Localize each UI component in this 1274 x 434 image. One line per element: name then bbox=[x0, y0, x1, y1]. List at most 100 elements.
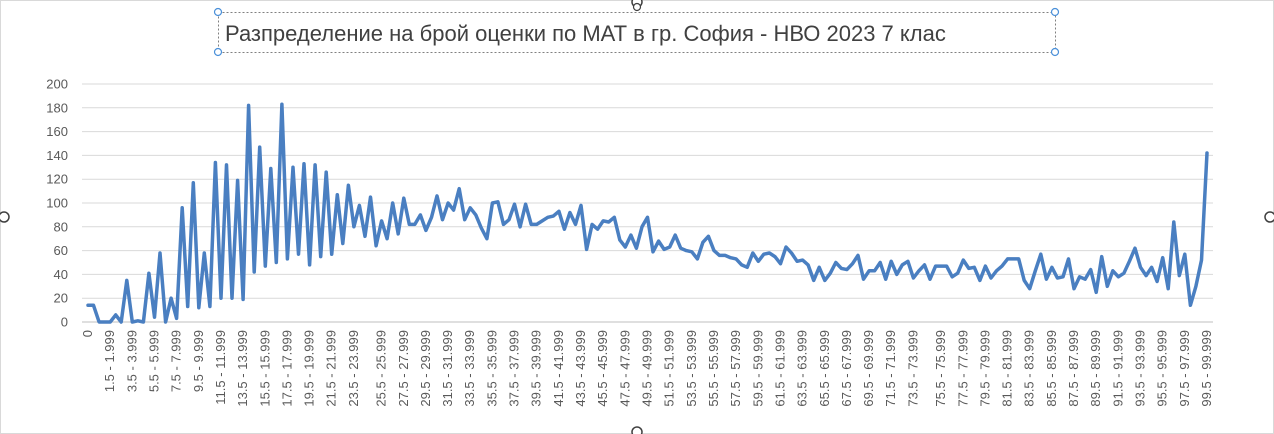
data-point bbox=[457, 187, 461, 190]
x-tick-label: 7.5 - 7.999 bbox=[169, 330, 184, 392]
data-point bbox=[790, 251, 793, 255]
x-tick-label: 35.5 - 35.999 bbox=[484, 330, 499, 407]
data-point bbox=[125, 279, 128, 282]
data-point bbox=[225, 163, 228, 167]
data-point bbox=[518, 225, 522, 228]
data-point bbox=[890, 260, 893, 263]
data-point bbox=[535, 223, 538, 226]
data-point bbox=[912, 276, 915, 280]
y-tick-label: 140 bbox=[46, 148, 68, 163]
title-resize-handle[interactable] bbox=[213, 7, 223, 17]
data-point bbox=[430, 216, 433, 219]
data-point bbox=[696, 257, 699, 261]
data-point bbox=[574, 223, 577, 226]
data-point bbox=[180, 206, 184, 209]
title-selection-box[interactable] bbox=[218, 12, 1056, 53]
data-point bbox=[397, 232, 400, 236]
data-point bbox=[186, 305, 189, 308]
data-point bbox=[1034, 269, 1037, 273]
data-point bbox=[108, 320, 112, 324]
x-tick-label: 69.5 - 69.999 bbox=[861, 330, 876, 407]
data-point bbox=[718, 254, 721, 257]
chart-resize-handle[interactable] bbox=[0, 211, 10, 223]
data-point bbox=[624, 245, 627, 249]
title-resize-handle[interactable] bbox=[1050, 7, 1060, 17]
data-point bbox=[635, 247, 638, 250]
data-point bbox=[668, 245, 671, 249]
data-point bbox=[1178, 274, 1181, 277]
data-point bbox=[662, 248, 666, 251]
chart-resize-handle[interactable] bbox=[631, 426, 643, 434]
data-point bbox=[829, 272, 832, 275]
title-resize-handle[interactable] bbox=[213, 47, 223, 57]
data-point bbox=[640, 225, 644, 228]
data-point bbox=[1150, 266, 1153, 269]
data-point bbox=[867, 269, 871, 273]
y-tick-label: 20 bbox=[54, 291, 68, 306]
x-tick-label: 33.5 - 33.999 bbox=[462, 330, 477, 407]
x-tick-label: 55.5 - 55.999 bbox=[706, 330, 721, 407]
data-point bbox=[92, 304, 95, 307]
data-point bbox=[701, 241, 705, 244]
data-point bbox=[884, 277, 887, 281]
data-point bbox=[734, 257, 738, 261]
data-point bbox=[552, 214, 555, 218]
x-tick-label: 79.5 - 79.999 bbox=[977, 330, 992, 407]
data-point bbox=[241, 298, 245, 301]
data-point bbox=[308, 263, 311, 267]
data-point bbox=[1194, 285, 1198, 288]
data-point bbox=[507, 218, 511, 221]
data-point bbox=[192, 181, 195, 184]
data-point bbox=[502, 223, 505, 226]
data-point bbox=[441, 218, 444, 221]
y-tick-label: 60 bbox=[54, 243, 68, 258]
data-point bbox=[1172, 220, 1175, 224]
y-axis: 0 20 40 60 80 100 120 140 160 180 200 bbox=[46, 77, 68, 330]
data-point bbox=[901, 263, 904, 267]
data-point bbox=[673, 233, 677, 237]
chart-title[interactable]: Разпределение на брой оценки по МАТ в гр… bbox=[225, 21, 946, 46]
data-point bbox=[585, 248, 588, 251]
x-tick-label: 87.5 - 87.999 bbox=[1066, 330, 1081, 407]
data-point bbox=[1067, 257, 1070, 261]
x-tick-label: 13.5 - 13.999 bbox=[235, 330, 250, 407]
data-point bbox=[1072, 287, 1076, 290]
data-point bbox=[291, 166, 295, 169]
x-tick-label: 89.5 - 89.999 bbox=[1088, 330, 1103, 407]
x-tick-label: 1.5 - 1.999 bbox=[102, 330, 117, 392]
data-point bbox=[336, 193, 339, 196]
data-point bbox=[679, 247, 682, 250]
data-point bbox=[380, 219, 383, 223]
data-point bbox=[740, 263, 743, 267]
data-point bbox=[391, 201, 394, 205]
data-point bbox=[142, 320, 145, 324]
x-tick-label: 37.5 - 37.999 bbox=[507, 330, 522, 407]
x-tick-label: 23.5 - 23.999 bbox=[346, 330, 361, 407]
data-point bbox=[374, 244, 378, 248]
data-point bbox=[408, 223, 411, 226]
data-point bbox=[352, 225, 356, 228]
data-point bbox=[973, 266, 976, 269]
title-resize-handle[interactable] bbox=[1050, 47, 1060, 57]
data-point bbox=[1133, 247, 1137, 250]
x-tick-label: 77.5 - 77.999 bbox=[955, 330, 970, 407]
data-point bbox=[1106, 285, 1109, 288]
x-tick-label: 27.5 - 27.999 bbox=[396, 330, 411, 407]
data-point bbox=[302, 162, 306, 165]
data-point bbox=[707, 235, 710, 238]
data-point bbox=[895, 273, 898, 276]
data-point bbox=[779, 262, 782, 265]
data-point bbox=[834, 261, 838, 264]
title-rotate-handle[interactable] bbox=[632, 2, 642, 12]
data-point bbox=[164, 320, 167, 324]
data-point bbox=[939, 264, 943, 268]
data-point bbox=[330, 252, 333, 256]
chart-resize-handle[interactable] bbox=[1264, 211, 1274, 223]
data-point bbox=[419, 213, 422, 217]
x-tick-label: 71.5 - 71.999 bbox=[883, 330, 898, 407]
x-tick-label: 5.5 - 5.999 bbox=[146, 330, 161, 392]
data-point bbox=[840, 267, 843, 270]
